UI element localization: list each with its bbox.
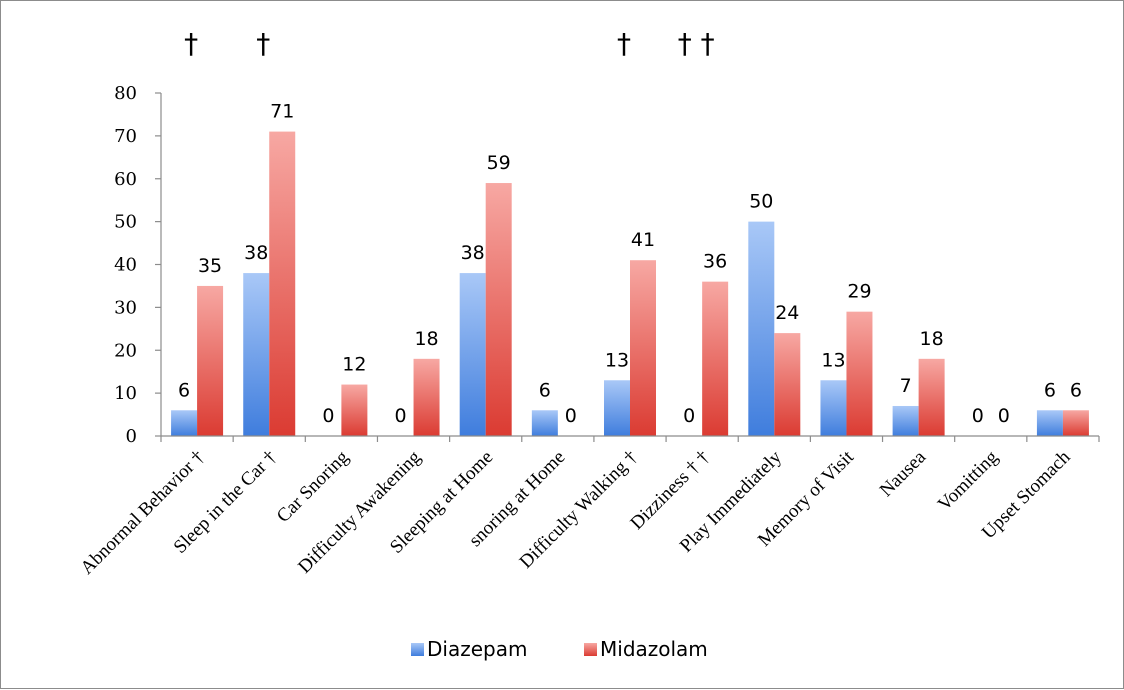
y-tick-label: 10 (114, 383, 137, 404)
data-label: 38 (461, 242, 485, 264)
data-label: 12 (342, 354, 366, 376)
y-tick-label: 80 (114, 83, 137, 104)
legend-label: Midazolam (600, 637, 708, 661)
data-label: 50 (749, 191, 773, 213)
data-label: 38 (244, 242, 268, 264)
x-tick-label: Abnormal Behavior † (77, 447, 209, 579)
bar-diazepam-1 (243, 273, 270, 436)
significance-mark: † † (678, 27, 715, 60)
bar-diazepam-12 (1036, 410, 1063, 436)
data-label: 0 (998, 405, 1010, 427)
bar-midazolam-10 (918, 358, 945, 436)
bar-midazolam-7 (702, 281, 729, 436)
data-label: 7 (900, 375, 912, 397)
data-label: 18 (920, 328, 944, 350)
data-label: 6 (178, 379, 190, 401)
bar-midazolam-9 (846, 311, 873, 436)
bar-diazepam-8 (748, 221, 775, 436)
legend-label: Diazepam (427, 637, 527, 661)
y-tick-label: 40 (114, 255, 137, 276)
bars (171, 131, 1089, 436)
data-label: 59 (487, 152, 511, 174)
data-label: 24 (775, 302, 799, 324)
data-label: 0 (683, 405, 695, 427)
data-label: 35 (198, 255, 222, 277)
legend-swatch-midazolam (584, 643, 597, 656)
y-tick-label: 0 (126, 426, 137, 447)
x-tick-label: Nausea (876, 446, 931, 501)
bar-diazepam-0 (171, 410, 198, 436)
data-label: 6 (1044, 379, 1056, 401)
bar-midazolam-0 (197, 285, 224, 436)
data-label: 0 (394, 405, 406, 427)
bar-midazolam-6 (630, 260, 656, 436)
data-label: 71 (270, 101, 294, 123)
bar-midazolam-8 (774, 333, 801, 436)
bar-diazepam-5 (531, 410, 558, 436)
y-tick-label: 60 (114, 169, 137, 190)
significance-mark: † (256, 27, 270, 60)
data-label: 6 (1070, 379, 1082, 401)
bar-diazepam-10 (892, 405, 919, 436)
data-label: 0 (565, 405, 577, 427)
data-label: 18 (414, 328, 438, 350)
data-label: 29 (847, 281, 871, 303)
y-tick-label: 70 (114, 126, 137, 147)
y-tick-label: 20 (114, 340, 137, 361)
data-label: 41 (631, 229, 655, 251)
data-label: 0 (322, 405, 334, 427)
bar-midazolam-1 (269, 131, 296, 436)
bar-midazolam-2 (341, 384, 368, 436)
data-label: 36 (703, 251, 727, 273)
significance-mark: † (184, 27, 198, 60)
legend: Diazepam Midazolam (411, 637, 708, 661)
bar-diazepam-6 (604, 380, 630, 436)
y-tick-label: 30 (114, 297, 137, 318)
significance-mark: † (617, 27, 631, 60)
data-label: 13 (605, 349, 629, 371)
x-tick-label: Difficulty Awakening (294, 446, 425, 577)
y-tick-label: 50 (114, 212, 137, 233)
data-label: 0 (972, 405, 984, 427)
legend-swatch-diazepam (411, 643, 424, 656)
x-tick-label: Vomitting (934, 446, 1003, 515)
significance-marks: † † † † † (184, 27, 715, 60)
data-label: 6 (539, 379, 551, 401)
bar-midazolam-12 (1062, 410, 1089, 436)
x-axis: Abnormal Behavior †Sleep in the Car †Car… (77, 435, 1100, 579)
bar-diazepam-9 (820, 380, 847, 436)
bar-midazolam-4 (485, 183, 512, 436)
bar-diazepam-4 (459, 273, 486, 436)
data-label: 13 (821, 349, 845, 371)
y-axis: 0 10 20 30 40 50 60 70 80 (114, 83, 162, 447)
bar-midazolam-3 (413, 358, 440, 436)
